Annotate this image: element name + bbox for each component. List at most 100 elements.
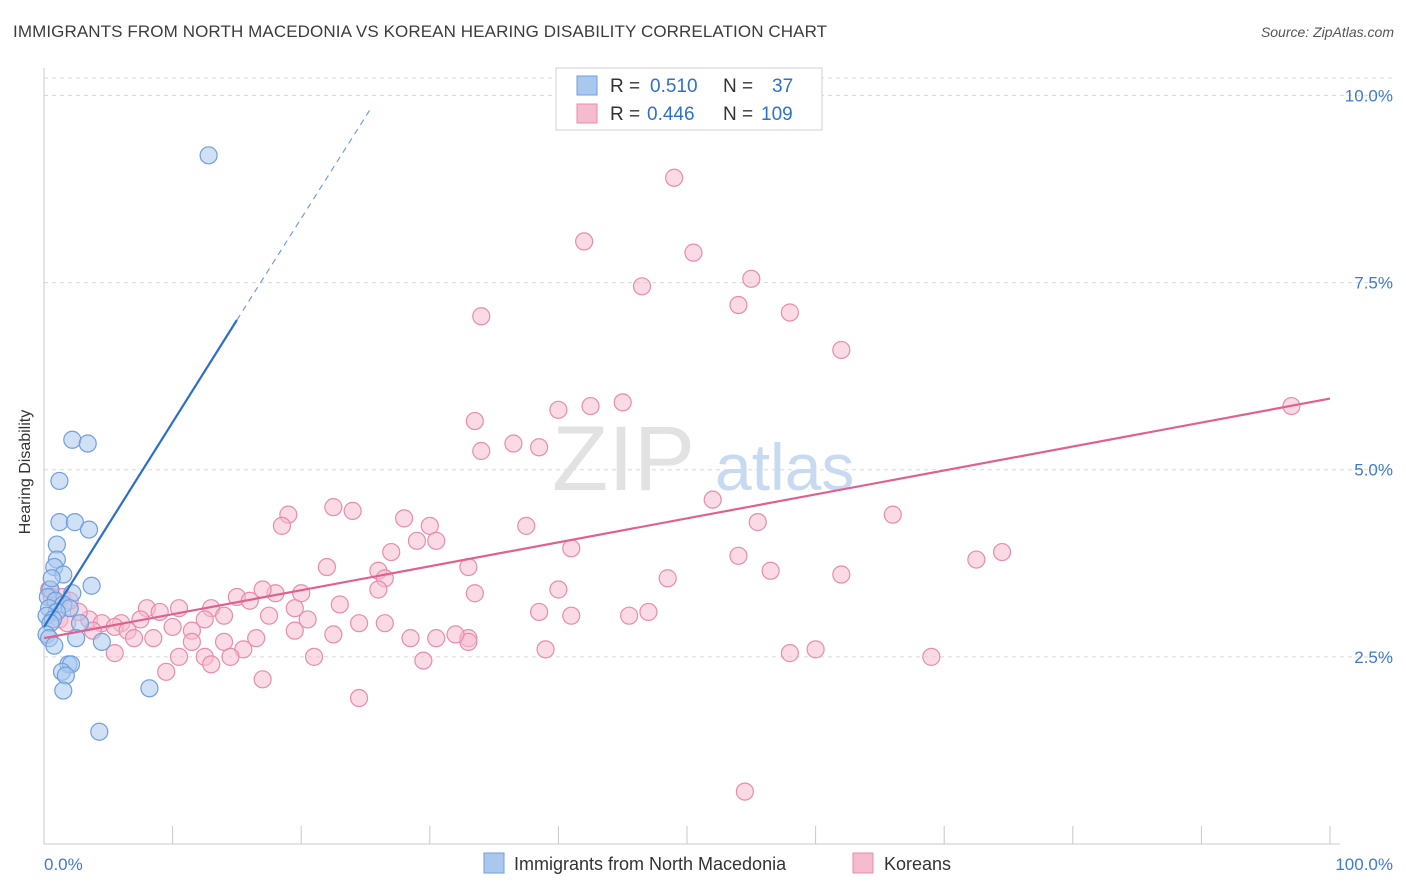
legend-n-value-1: 37	[772, 76, 793, 97]
north-macedonia-point-2	[78, 434, 97, 453]
north-macedonia-trend-extension	[236, 106, 373, 321]
koreans-point-102	[414, 651, 433, 670]
koreans-point-48	[285, 599, 304, 618]
north-macedonia-point-6	[79, 520, 99, 539]
koreans-point-61	[214, 606, 234, 625]
legend-r-label-1: R =	[610, 76, 640, 97]
koreans-point-14	[472, 441, 491, 461]
bottom-legend: Immigrants from North Macedonia Koreans	[483, 852, 951, 874]
koreans-point-30	[272, 516, 292, 535]
koreans-point-25	[883, 505, 902, 524]
north-macedonia-point-35	[90, 722, 109, 741]
koreans-point-20	[343, 501, 362, 520]
koreans-point-83	[182, 632, 201, 651]
source-credit: Source: ZipAtlas.com	[1260, 24, 1394, 40]
y-tick-label-3: 10.0%	[1345, 86, 1393, 105]
koreans-point-52	[530, 602, 549, 622]
legend-swatch-blue	[576, 75, 598, 96]
north-macedonia-point-0	[199, 146, 218, 165]
bottom-legend-swatch-blue	[483, 852, 505, 874]
koreans-point-49	[330, 595, 349, 614]
koreans-point-91	[536, 640, 555, 659]
north-macedonia-point-5	[65, 513, 84, 532]
watermark-atlas: atlas	[715, 430, 854, 504]
koreans-point-92	[806, 640, 825, 659]
koreans-point-101	[202, 655, 221, 674]
x-axis-ticks	[43, 826, 1331, 844]
koreans-point-90	[285, 621, 304, 640]
koreans-point-94	[922, 647, 941, 666]
y-axis-tick-labels: 2.5% 5.0% 7.5% 10.0%	[1345, 86, 1393, 666]
koreans-point-1	[575, 232, 594, 251]
koreans-point-24	[748, 513, 767, 532]
trend-lines	[43, 106, 1331, 640]
koreans-point-6	[472, 307, 491, 326]
koreans-point-103	[253, 670, 272, 689]
north-macedonia-point-4	[50, 513, 69, 532]
koreans-point-17	[703, 490, 722, 509]
watermark-zip: ZIP	[552, 408, 695, 510]
koreans-point-104	[349, 688, 369, 708]
koreans-point-80	[349, 614, 369, 633]
legend-r-value-2: 0.446	[647, 104, 695, 125]
legend-r-label-2: R =	[610, 104, 640, 125]
koreans-point-39	[832, 565, 851, 584]
top-legend: R = 0.510 N = 37 R = 0.446 N = 109	[555, 67, 823, 131]
koreans-point-34	[317, 557, 337, 577]
legend-n-label-1: N =	[723, 76, 753, 97]
koreans-point-18	[324, 498, 343, 517]
koreans-point-23	[517, 516, 536, 535]
legend-r-value-1: 0.510	[650, 76, 698, 97]
legend-n-label-2: N =	[723, 104, 753, 125]
koreans-point-5	[729, 295, 748, 315]
koreans-point-62	[259, 606, 279, 625]
koreans-point-50	[562, 606, 581, 625]
koreans-point-89	[324, 625, 343, 644]
y-tick-label-2: 7.5%	[1354, 274, 1393, 293]
koreans-point-11	[549, 400, 568, 419]
koreans-point-93	[780, 644, 799, 663]
x-tick-max: 100.0%	[1335, 855, 1393, 874]
koreans-point-41	[465, 584, 484, 603]
bottom-legend-swatch-pink	[852, 852, 874, 874]
north-macedonia-point-33	[54, 681, 73, 700]
koreans-point-10	[581, 396, 600, 416]
koreans-point-56	[195, 610, 214, 629]
north-macedonia-point-11	[82, 576, 101, 595]
koreans-point-44	[369, 580, 388, 599]
legend-swatch-pink	[576, 103, 598, 124]
koreans-point-51	[620, 606, 639, 625]
koreans-point-4	[742, 269, 761, 288]
koreans-point-29	[562, 539, 581, 558]
koreans-point-78	[144, 629, 163, 648]
koreans-point-31	[729, 546, 748, 565]
koreans-point-42	[549, 580, 568, 599]
koreans-point-32	[967, 550, 986, 569]
koreans-point-63	[163, 617, 182, 637]
koreans-point-88	[446, 625, 465, 644]
koreans-point-28	[382, 542, 401, 562]
koreans-point-86	[401, 629, 420, 648]
koreans-point-27	[427, 531, 446, 550]
north-macedonia-points	[37, 146, 218, 741]
koreans-point-21	[394, 509, 414, 528]
koreans-point-33	[992, 542, 1012, 562]
koreans-point-82	[247, 629, 266, 648]
koreans-point-60	[298, 610, 317, 629]
north-macedonia-point-3	[50, 471, 69, 491]
y-axis-label: Hearing Disability	[17, 410, 34, 535]
koreans-point-3	[632, 277, 652, 296]
koreans-point-7	[780, 303, 799, 322]
koreans-trend-line	[43, 397, 1331, 640]
koreans-point-99	[304, 647, 324, 666]
north-macedonia-point-28	[45, 636, 64, 655]
koreans-point-77	[214, 632, 234, 651]
north-macedonia-point-22	[70, 614, 90, 633]
koreans-point-0	[665, 168, 684, 187]
koreans-point-107	[157, 662, 176, 681]
y-tick-label-0: 2.5%	[1354, 648, 1393, 667]
koreans-point-38	[761, 561, 780, 580]
north-macedonia-point-34	[140, 679, 159, 698]
north-macedonia-point-32	[56, 666, 75, 685]
